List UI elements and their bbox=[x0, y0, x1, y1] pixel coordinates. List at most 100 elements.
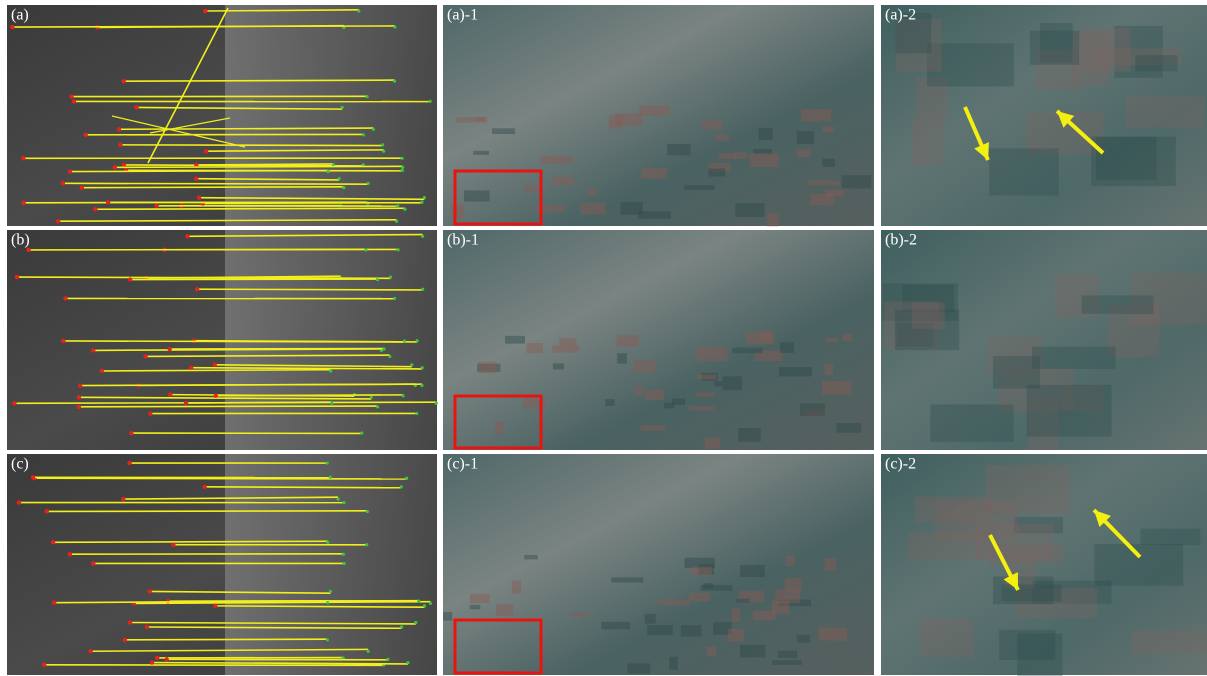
match-point bbox=[122, 163, 126, 167]
field-patch bbox=[753, 611, 776, 620]
field-patch bbox=[993, 356, 1040, 388]
field-patch bbox=[707, 647, 717, 657]
match-point bbox=[88, 649, 92, 653]
match-point bbox=[134, 105, 138, 109]
field-patch bbox=[512, 580, 521, 593]
field-patch bbox=[1096, 137, 1157, 180]
match-point-end bbox=[342, 501, 345, 504]
field-patch bbox=[999, 630, 1055, 660]
field-patch bbox=[935, 501, 1018, 541]
field-patch bbox=[702, 120, 722, 130]
match-point bbox=[61, 339, 65, 343]
match-point bbox=[213, 604, 217, 608]
panel-label: (c)-2 bbox=[885, 455, 916, 472]
field-patch bbox=[797, 149, 811, 157]
match-line bbox=[70, 171, 328, 172]
field-patch bbox=[658, 599, 690, 605]
match-point bbox=[202, 485, 206, 489]
field-patch bbox=[1002, 585, 1062, 602]
match-point-end bbox=[327, 170, 330, 173]
match-point bbox=[168, 347, 172, 351]
match-line bbox=[197, 289, 423, 290]
match-point-end bbox=[388, 355, 391, 358]
field-patch bbox=[772, 660, 802, 665]
match-point bbox=[31, 475, 35, 479]
match-point bbox=[213, 363, 217, 367]
field-patch bbox=[553, 363, 564, 369]
match-line bbox=[108, 202, 422, 203]
field-patch bbox=[527, 343, 543, 353]
match-line bbox=[79, 406, 378, 407]
match-point-end bbox=[372, 128, 375, 131]
match-point-end bbox=[400, 485, 403, 488]
panel-label: (a) bbox=[11, 6, 29, 23]
field-patch bbox=[735, 203, 764, 217]
match-point bbox=[143, 354, 147, 358]
field-patch bbox=[684, 558, 714, 568]
match-point bbox=[214, 394, 218, 398]
field-patch bbox=[691, 567, 712, 575]
field-patch bbox=[667, 144, 691, 155]
match-point-end bbox=[376, 278, 379, 281]
field-patch bbox=[930, 404, 1013, 441]
match-point-end bbox=[326, 638, 329, 641]
match-line bbox=[95, 208, 405, 209]
match-point bbox=[100, 369, 104, 373]
match-point-end bbox=[326, 601, 329, 604]
field-patch bbox=[697, 374, 716, 379]
field-patch bbox=[822, 126, 833, 132]
match-point-end bbox=[428, 100, 431, 103]
match-point bbox=[93, 207, 97, 211]
field-patch bbox=[617, 353, 627, 363]
match-point-end bbox=[403, 339, 406, 342]
match-point bbox=[56, 219, 60, 223]
field-patch bbox=[524, 555, 537, 559]
field-patch bbox=[696, 347, 727, 361]
field-patch bbox=[732, 348, 762, 354]
match-point-end bbox=[367, 182, 370, 185]
field-patch bbox=[664, 403, 675, 409]
match-point bbox=[61, 181, 65, 185]
field-patch bbox=[800, 404, 825, 416]
field-patch bbox=[786, 556, 795, 567]
field-patch bbox=[738, 428, 760, 442]
match-line bbox=[196, 164, 333, 165]
match-point bbox=[154, 204, 158, 208]
field-patch bbox=[1126, 96, 1205, 128]
match-point-end bbox=[382, 347, 385, 350]
match-point-end bbox=[329, 476, 332, 479]
match-line bbox=[35, 478, 407, 479]
field-patch bbox=[552, 177, 574, 186]
field-patch bbox=[634, 360, 655, 372]
field-patch bbox=[638, 211, 670, 219]
field-patch bbox=[732, 608, 740, 622]
field-patch bbox=[1027, 385, 1112, 437]
field-patch bbox=[478, 362, 496, 374]
field-patch bbox=[1032, 347, 1116, 369]
match-point bbox=[128, 620, 132, 624]
match-point-end bbox=[396, 204, 399, 207]
match-point-end bbox=[338, 177, 341, 180]
field-patch bbox=[552, 346, 579, 353]
image-panel-bright bbox=[225, 5, 437, 226]
match-point-end bbox=[330, 402, 333, 405]
field-patch bbox=[473, 151, 489, 155]
match-point-end bbox=[397, 248, 400, 251]
match-point bbox=[78, 383, 82, 387]
match-point-end bbox=[329, 369, 332, 372]
match-point bbox=[45, 509, 49, 513]
match-point bbox=[184, 401, 188, 405]
match-point bbox=[17, 500, 21, 504]
match-point-end bbox=[366, 510, 369, 513]
field-patch bbox=[470, 594, 490, 603]
field-patch bbox=[696, 392, 715, 396]
field-patch bbox=[740, 645, 766, 658]
field-patch bbox=[780, 342, 794, 353]
field-patch bbox=[705, 437, 721, 448]
match-point bbox=[121, 79, 125, 83]
page: (a)(a)-1(a)-2(b)(b)-1(b)-2(c)(c)-1(c)-2 … bbox=[0, 0, 1207, 676]
match-point bbox=[185, 234, 189, 238]
match-point-end bbox=[421, 366, 424, 369]
match-point-end bbox=[357, 9, 360, 12]
match-point-end bbox=[336, 498, 339, 501]
